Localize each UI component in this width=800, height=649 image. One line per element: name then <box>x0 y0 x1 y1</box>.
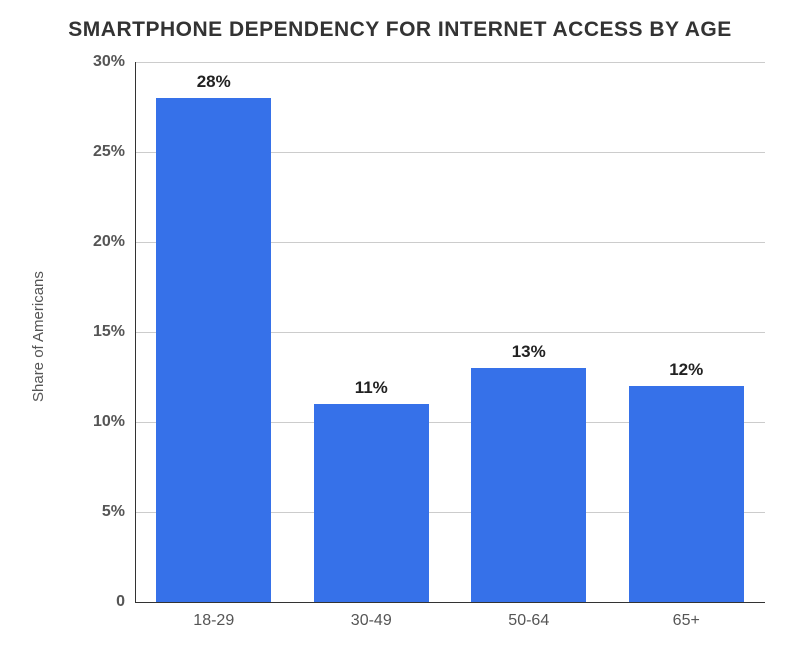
y-tick-label: 5% <box>102 503 135 521</box>
bar: 13% <box>471 368 586 602</box>
bar: 12% <box>629 386 744 602</box>
plot-area: 05%10%15%20%25%30%28%18-2911%30-4913%50-… <box>135 62 765 602</box>
bar-value-label: 28% <box>197 72 231 98</box>
bar: 28% <box>156 98 271 602</box>
x-tick-label: 50-64 <box>508 602 549 630</box>
y-tick-label: 30% <box>93 53 135 71</box>
bar-value-label: 12% <box>669 360 703 386</box>
bar-value-label: 11% <box>355 378 388 404</box>
x-tick-label: 65+ <box>673 602 700 630</box>
gridline <box>135 62 765 63</box>
x-tick-label: 18-29 <box>193 602 234 630</box>
y-axis-label: Share of Americans <box>30 271 47 402</box>
y-tick-label: 10% <box>93 413 135 431</box>
y-tick-label: 20% <box>93 233 135 251</box>
chart-title: SMARTPHONE DEPENDENCY FOR INTERNET ACCES… <box>0 18 800 42</box>
bar: 11% <box>314 404 429 602</box>
y-tick-label: 15% <box>93 323 135 341</box>
y-tick-label: 25% <box>93 143 135 161</box>
y-tick-label: 0 <box>116 593 135 611</box>
bar-value-label: 13% <box>512 342 546 368</box>
x-tick-label: 30-49 <box>351 602 392 630</box>
y-axis-line <box>135 62 136 602</box>
